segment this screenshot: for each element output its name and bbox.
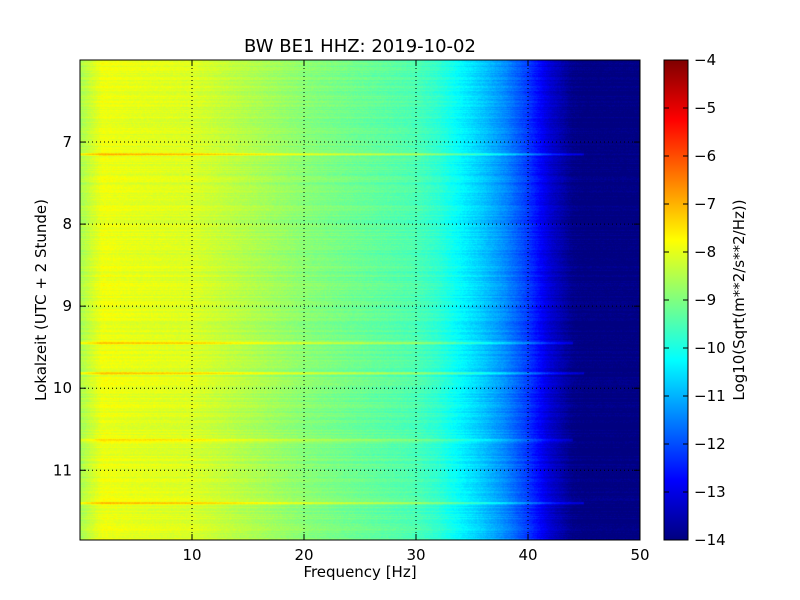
y-tick-label: 7 <box>62 133 72 151</box>
x-tick-label: 30 <box>406 546 425 564</box>
colorbar: −4 −5 −6 −7 −8 −9 −10 −11 −12 −13 −14 Log10(Sqrt(m… <box>663 51 748 549</box>
colorbar-tick-label: −7 <box>694 195 716 213</box>
chart-title: BW BE1 HHZ: 2019-10-02 <box>244 36 476 57</box>
colorbar-tick-label: −5 <box>694 99 716 117</box>
colorbar-tick-label: −8 <box>694 243 716 261</box>
y-tick-label: 8 <box>62 215 72 233</box>
x-axis-ticks: 10 20 30 40 50 <box>182 60 650 564</box>
colorbar-ticks: −4 −5 −6 −7 −8 −9 −10 −11 −12 −13 −14 <box>664 51 726 549</box>
y-axis-label: Lokalzeit (UTC + 2 Stunde) <box>32 199 50 401</box>
x-tick-label: 10 <box>182 546 201 564</box>
y-tick-label: 10 <box>53 379 72 397</box>
colorbar-tick-label: −9 <box>694 291 716 309</box>
colorbar-tick-label: −4 <box>694 51 716 69</box>
colorbar-tick-label: −12 <box>694 435 726 453</box>
colorbar-tick-label: −11 <box>694 387 726 405</box>
plot-frame <box>79 59 641 541</box>
y-tick-label: 9 <box>62 297 72 315</box>
grid-lines <box>80 60 640 540</box>
colorbar-tick-label: −6 <box>694 147 716 165</box>
spectrogram-heatmap <box>80 60 640 540</box>
x-axis-label: Frequency [Hz] <box>303 563 416 581</box>
colorbar-tick-label: −13 <box>694 483 726 501</box>
colorbar-tick-label: −14 <box>694 531 726 549</box>
plot-area <box>80 60 640 540</box>
colorbar-label: Log10(Sqrt(m**2/s**2/Hz)) <box>730 199 748 400</box>
colorbar-tick-label: −10 <box>694 339 726 357</box>
x-tick-label: 20 <box>294 546 313 564</box>
x-tick-label: 50 <box>630 546 649 564</box>
x-tick-label: 40 <box>518 546 537 564</box>
y-tick-label: 11 <box>53 461 72 479</box>
y-axis-ticks: 7 8 9 10 11 <box>53 133 640 479</box>
